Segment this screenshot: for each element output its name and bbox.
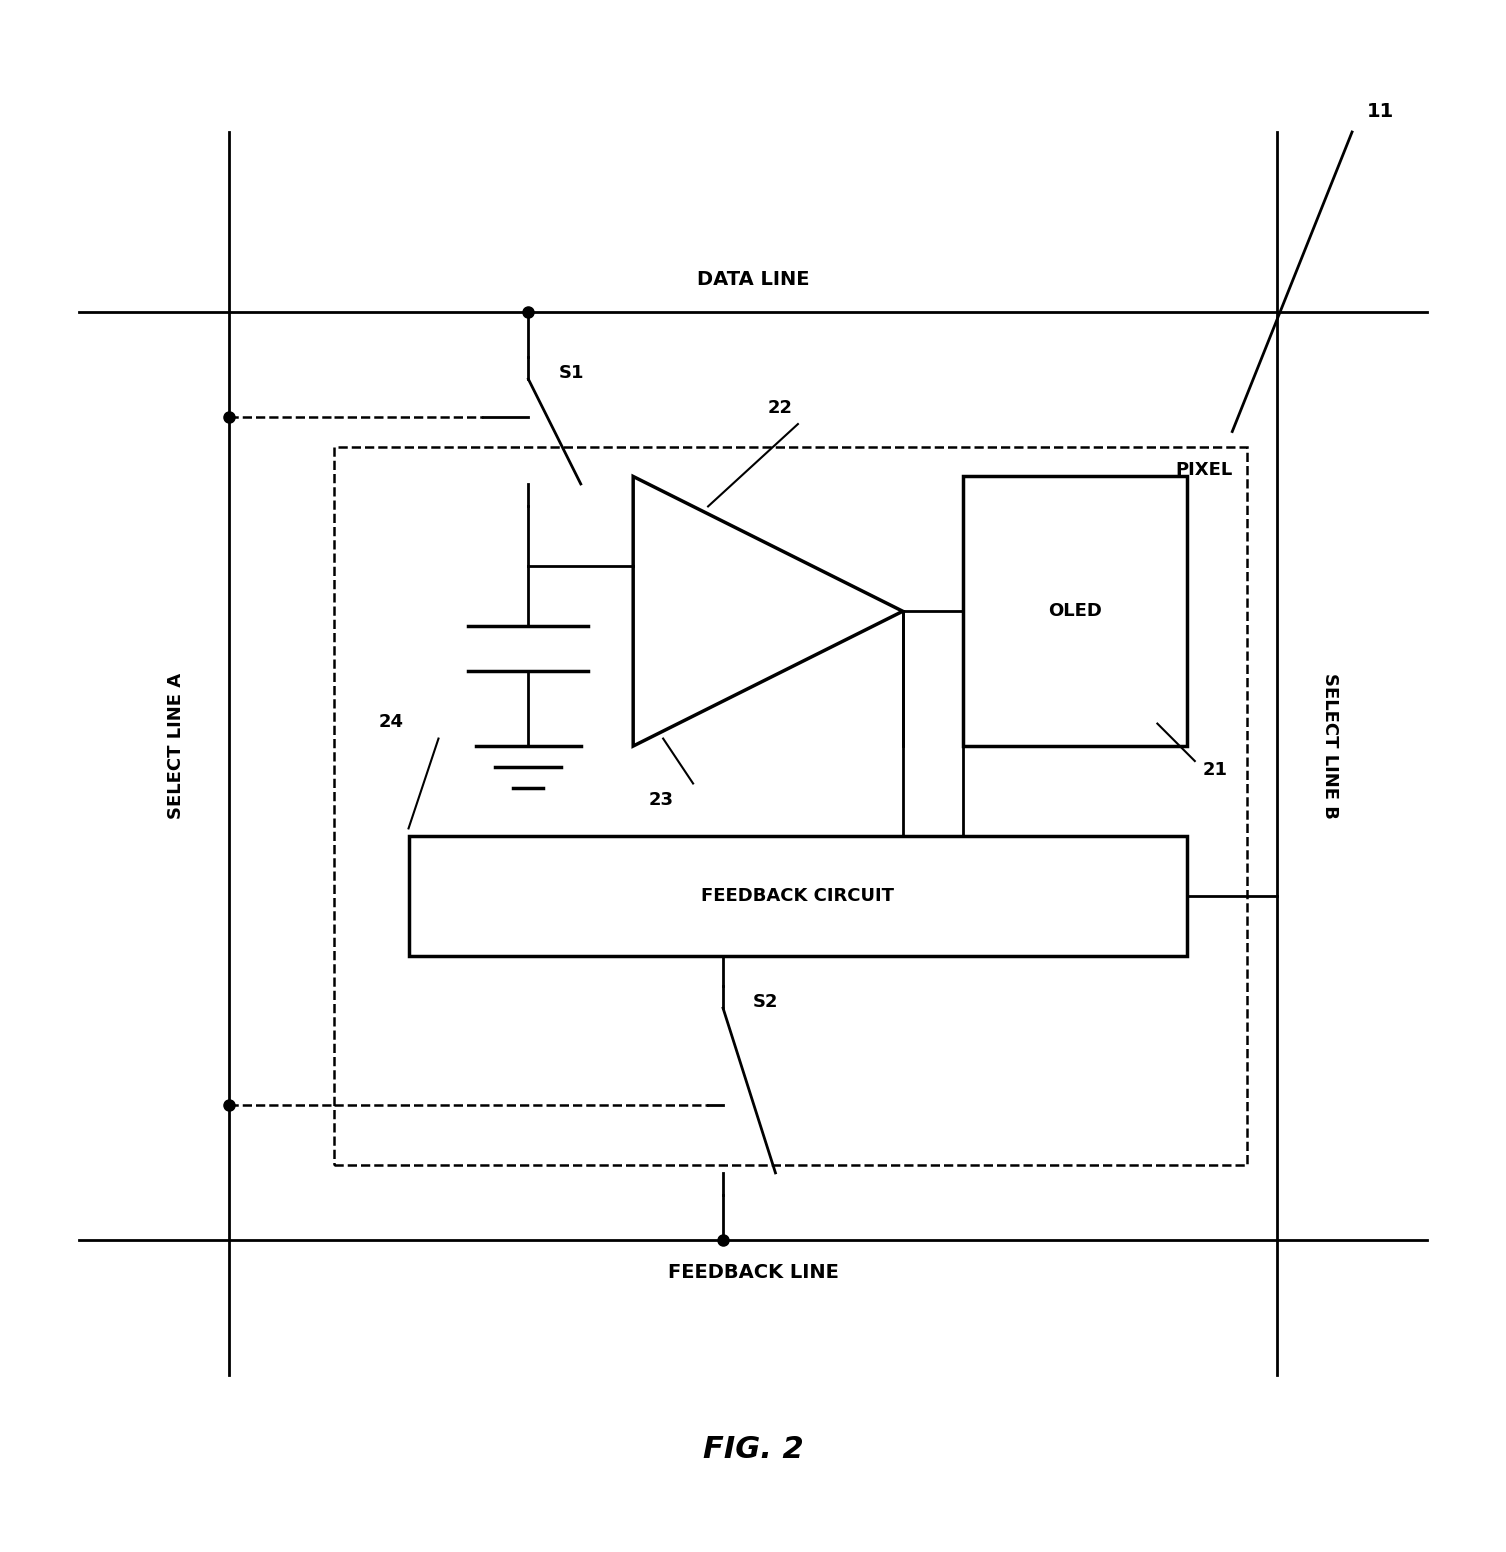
Bar	[334, 447, 1247, 1166]
Text: PIXEL: PIXEL	[1175, 461, 1232, 480]
Text: 24: 24	[378, 712, 404, 731]
Text: 22: 22	[768, 399, 794, 416]
Text: SELECT LINE B: SELECT LINE B	[1321, 674, 1339, 819]
Bar	[962, 476, 1187, 747]
Text: DATA LINE: DATA LINE	[697, 270, 809, 289]
Text: 23: 23	[648, 792, 673, 809]
Text: 11: 11	[1367, 102, 1395, 121]
Text: 21: 21	[1202, 760, 1227, 779]
Bar	[408, 837, 1187, 956]
Text: FEEDBACK LINE: FEEDBACK LINE	[667, 1263, 839, 1282]
Text: SELECT LINE A: SELECT LINE A	[167, 674, 185, 819]
Text: OLED: OLED	[1048, 602, 1102, 621]
Text: FEEDBACK CIRCUIT: FEEDBACK CIRCUIT	[702, 886, 895, 905]
Text: S1: S1	[559, 365, 584, 382]
Text: FIG. 2: FIG. 2	[703, 1436, 803, 1465]
Text: S2: S2	[753, 993, 779, 1012]
